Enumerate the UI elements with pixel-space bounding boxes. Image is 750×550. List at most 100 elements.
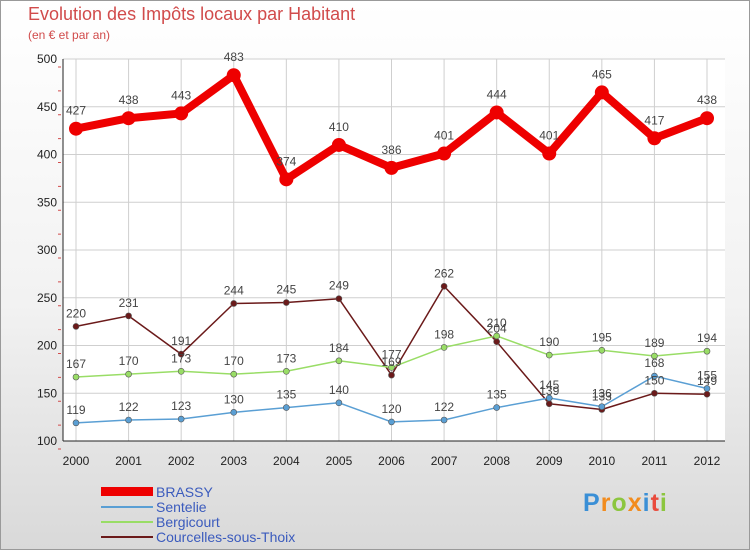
data-label: 155 [697, 368, 717, 382]
data-label: 262 [434, 266, 454, 280]
data-point [700, 111, 714, 126]
logo-letter: o [611, 489, 628, 517]
axis-layer: 100 150 200 250 300 350 400 450 500 2000 2001 2002 2… [37, 52, 725, 468]
data-label: 173 [276, 351, 296, 365]
data-label: 231 [119, 296, 139, 310]
legend-label-bergicourt: Bergicourt [156, 514, 220, 530]
data-point [125, 312, 132, 320]
data-label: 191 [171, 334, 191, 348]
y-tick-label: 300 [37, 243, 57, 257]
data-point [545, 394, 553, 402]
data-label: 119 [66, 403, 85, 417]
data-label: 123 [171, 399, 191, 413]
x-tick-label: 2003 [220, 454, 247, 468]
data-label: 417 [644, 113, 664, 127]
data-point [335, 357, 343, 365]
y-tick-label: 200 [37, 339, 57, 353]
data-point [384, 160, 399, 175]
chart-title: Evolution des Impôts locaux par Habitant [28, 4, 356, 24]
data-label: 427 [66, 104, 86, 118]
data-label: 194 [697, 331, 717, 345]
data-label: 444 [487, 87, 507, 101]
series-layer [69, 68, 714, 427]
chart-subtitle: (en € et par an) [28, 28, 111, 42]
legend-swatch-brassy [101, 487, 153, 496]
legend-swatch-courcelles [101, 536, 153, 538]
data-label: 133 [592, 389, 612, 403]
y-tick-label: 450 [37, 100, 57, 114]
data-label: 438 [119, 93, 139, 107]
data-point [69, 121, 83, 136]
legend-label-courcelles: Courcelles-sous-Thoix [156, 529, 296, 545]
x-tick-label: 2004 [273, 454, 300, 468]
data-label: 168 [644, 356, 664, 370]
data-label: 386 [381, 143, 401, 157]
data-point [230, 300, 238, 307]
data-label: 120 [381, 402, 401, 416]
data-label: 210 [487, 316, 507, 330]
data-point [437, 146, 452, 161]
data-point [545, 400, 553, 408]
y-tick-label: 400 [37, 148, 57, 162]
data-point [283, 367, 290, 375]
data-label: 169 [381, 355, 401, 369]
data-label: 136 [592, 387, 612, 401]
data-point [125, 370, 132, 378]
data-point [651, 372, 658, 380]
data-point [651, 352, 658, 360]
data-point [440, 344, 448, 351]
legend-swatch-sentelie [101, 506, 153, 508]
data-label: 173 [171, 351, 191, 365]
data-point [177, 415, 185, 423]
data-label: 145 [539, 378, 559, 392]
logo-letter: r [600, 489, 612, 517]
y-tick-label: 100 [37, 434, 57, 448]
data-point [125, 416, 132, 424]
y-tick-label: 250 [37, 291, 57, 305]
data-label: 167 [66, 357, 86, 371]
data-label: 438 [697, 93, 717, 107]
data-label: 374 [276, 154, 296, 168]
data-point [493, 338, 500, 345]
data-label: 465 [592, 67, 612, 81]
data-point [598, 403, 606, 410]
data-point [283, 299, 290, 306]
data-point [72, 323, 80, 330]
x-tick-label: 2010 [588, 454, 615, 468]
data-label: 410 [329, 120, 349, 134]
x-tick-label: 2008 [483, 454, 510, 468]
data-label: 244 [224, 283, 244, 297]
data-point [542, 146, 557, 161]
data-point [279, 172, 294, 187]
data-label: 401 [434, 129, 454, 143]
logo-letter: i [642, 489, 651, 517]
data-label: 149 [697, 374, 717, 388]
data-point [121, 111, 136, 126]
x-tick-label: 2012 [694, 454, 721, 468]
data-label: 130 [224, 392, 244, 406]
data-point [594, 85, 609, 100]
data-point [331, 137, 346, 152]
data-point [703, 347, 711, 355]
data-point [493, 404, 500, 411]
data-label: 122 [434, 400, 454, 414]
data-label-layer: 427 438 443 483 374 410 386 401 444 401 465 417 438 1… [66, 50, 717, 417]
y-tick-label: 350 [37, 195, 57, 209]
data-label: 170 [119, 354, 139, 368]
data-point [177, 367, 185, 375]
legend-swatch-bergicourt [101, 521, 153, 523]
data-point [174, 106, 189, 121]
data-point [72, 373, 80, 381]
legend-label-sentelie: Sentelie [156, 499, 207, 515]
data-point [440, 282, 448, 290]
data-point [335, 295, 343, 303]
data-point [283, 404, 290, 411]
data-point [703, 390, 711, 398]
x-tick-label: 2011 [642, 454, 668, 468]
data-point [230, 409, 238, 416]
data-label: 140 [329, 383, 349, 397]
data-label: 198 [434, 327, 454, 341]
x-tick-label: 2009 [536, 454, 563, 468]
y-tick-label: 150 [37, 386, 57, 400]
